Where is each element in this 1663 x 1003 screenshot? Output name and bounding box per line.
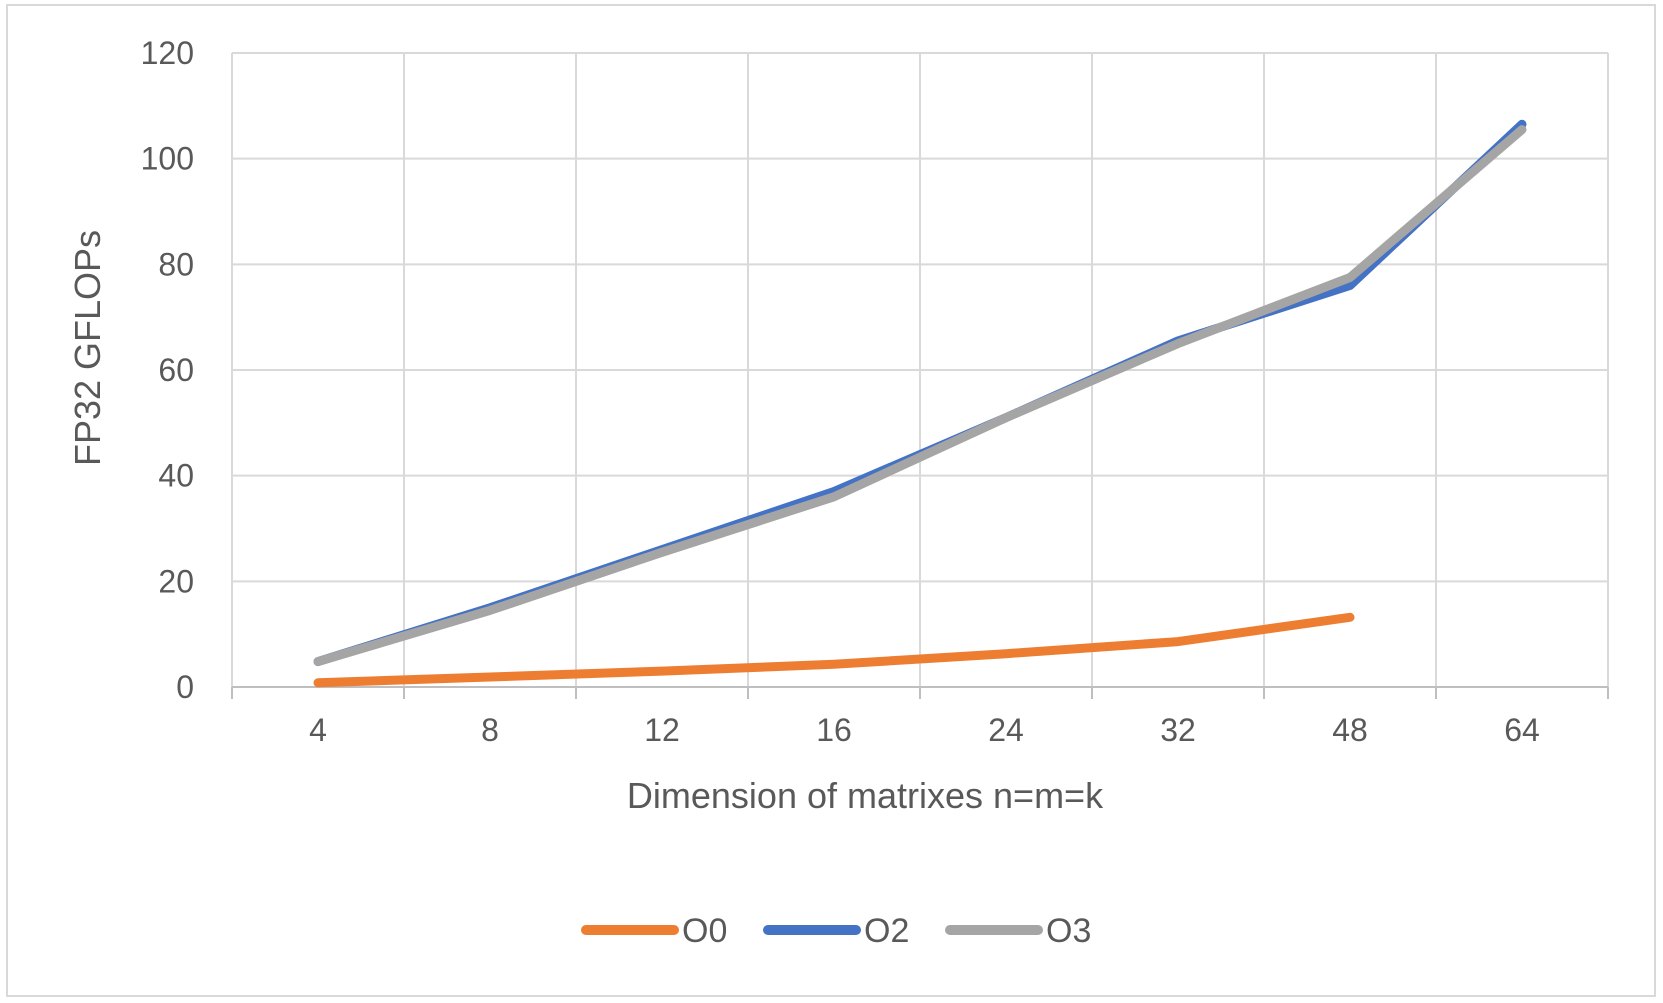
series-line-o0 [313, 612, 1355, 688]
gridlines [231, 52, 1609, 687]
y-tick-label: 120 [141, 35, 194, 71]
data-point-o0 [1005, 653, 1007, 655]
data-point-o3 [1177, 343, 1179, 345]
y-tick-label: 60 [158, 352, 194, 388]
data-point-o3 [1349, 277, 1351, 279]
data-point-o2 [1521, 123, 1523, 125]
y-tick-label: 80 [158, 246, 194, 282]
data-point-o0 [661, 670, 663, 672]
data-point-o0 [1349, 616, 1351, 618]
x-tick-label: 4 [309, 712, 327, 748]
legend-label-o2: O2 [864, 912, 909, 950]
data-point-o2 [1349, 284, 1351, 286]
series-lines [313, 119, 1527, 688]
data-point-o3 [1521, 129, 1523, 131]
data-point-o3 [833, 496, 835, 498]
y-tick-label: 40 [158, 458, 194, 494]
y-axis-title: FP32 GFLOPs [67, 230, 108, 466]
y-tick-label: 20 [158, 563, 194, 599]
x-tick-label: 16 [816, 712, 852, 748]
data-point-o0 [1177, 641, 1179, 643]
x-tick-label: 48 [1332, 712, 1368, 748]
x-tick-label: 8 [481, 712, 499, 748]
data-point-o0 [833, 663, 835, 665]
x-tick-labels: 4 8 12 16 24 32 48 64 [309, 712, 1540, 748]
data-point-o3 [317, 661, 319, 663]
legend-label-o0: O0 [682, 912, 727, 950]
y-tick-label: 100 [141, 141, 194, 177]
data-point-o3 [661, 551, 663, 553]
x-tick-label: 12 [644, 712, 680, 748]
y-tick-labels: 0 20 40 60 80 100 120 [141, 35, 194, 705]
data-point-o3 [1005, 417, 1007, 419]
data-point-o0 [317, 682, 319, 684]
series-line-o3 [313, 125, 1527, 667]
legend: O0 O2 O3 [581, 912, 1091, 950]
legend-label-o3: O3 [1046, 912, 1091, 950]
data-point-o0 [489, 676, 491, 678]
x-tick-label: 24 [988, 712, 1024, 748]
x-axis-title: Dimension of matrixes n=m=k [627, 775, 1104, 816]
data-point-o3 [489, 609, 491, 611]
y-tick-label: 0 [176, 669, 194, 705]
x-tick-label: 32 [1160, 712, 1196, 748]
x-tick-label: 64 [1504, 712, 1540, 748]
axes [231, 686, 1609, 699]
